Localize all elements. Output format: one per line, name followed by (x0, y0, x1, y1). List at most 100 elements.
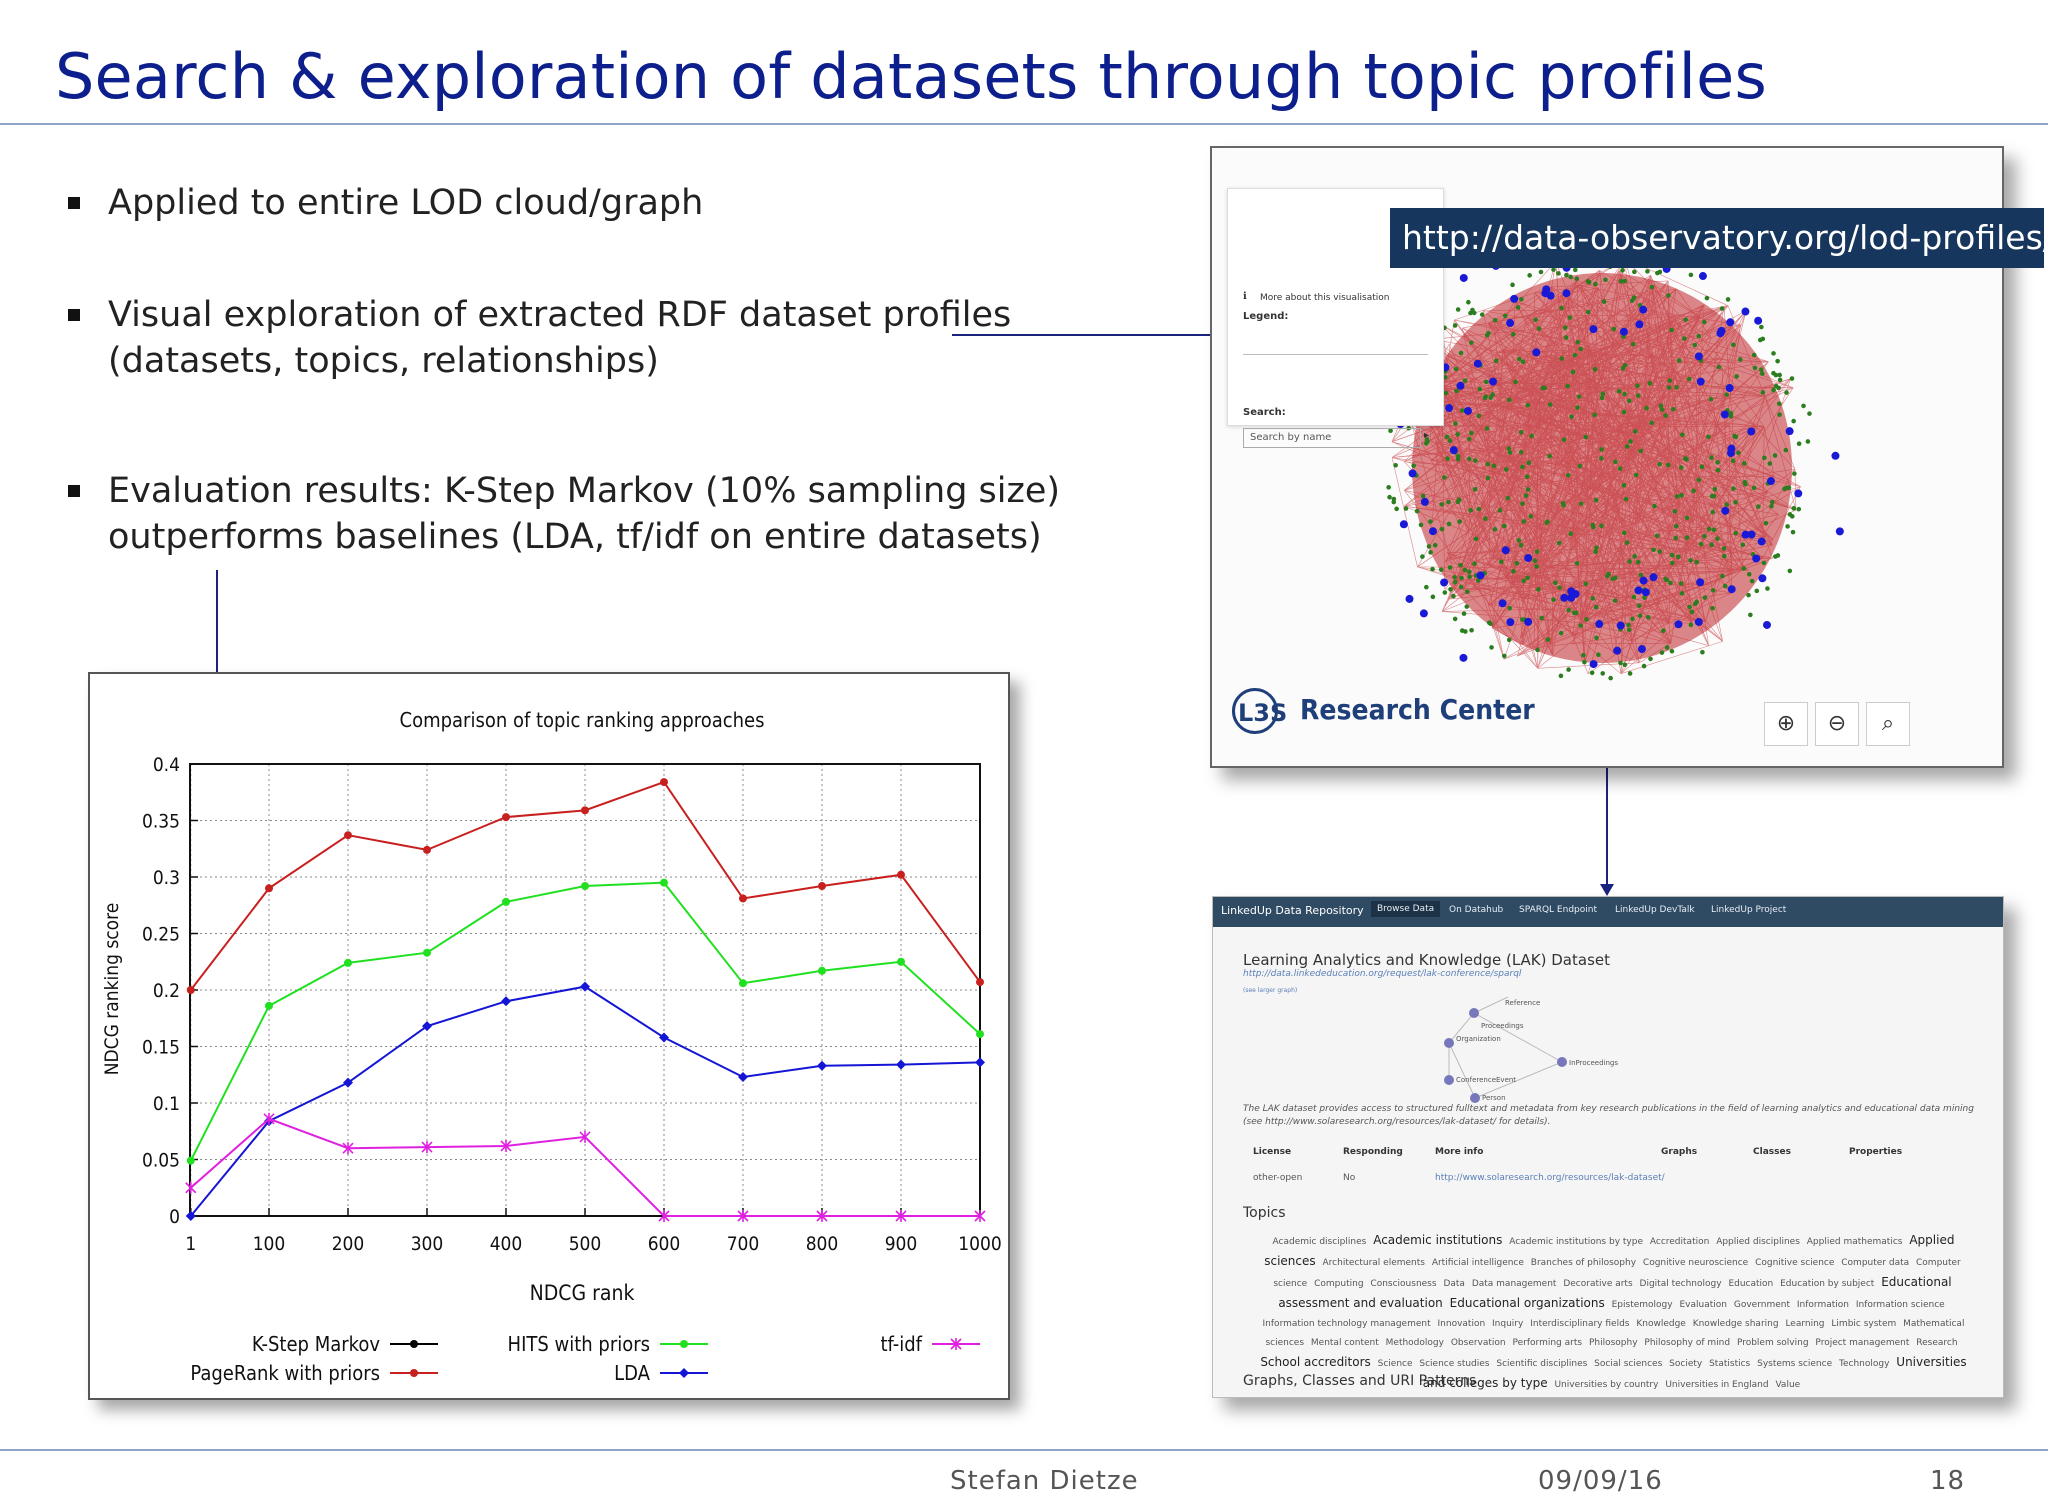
topic-tag[interactable]: Universities by country (1554, 1380, 1659, 1390)
topic-tag[interactable]: Data (1443, 1279, 1465, 1289)
topic-tag[interactable]: Education (1728, 1279, 1774, 1289)
topic-tag[interactable]: Knowledge (1636, 1319, 1686, 1329)
topic-tag[interactable]: Consciousness (1370, 1279, 1437, 1289)
topic-tag[interactable]: Architectural elements (1322, 1258, 1425, 1268)
topic-tag[interactable]: Science studies (1419, 1359, 1490, 1369)
topic-tag[interactable]: Universities and colleges by type (1422, 1355, 1967, 1390)
topic-node (1462, 378, 1468, 383)
topic-tag[interactable]: Cognitive neuroscience (1642, 1258, 1749, 1268)
search-submit-icon[interactable]: ▸ (1424, 430, 1430, 441)
topic-tag[interactable]: Information science (1855, 1300, 1945, 1310)
topic-tag[interactable]: Education by subject (1780, 1279, 1875, 1289)
topic-node (1466, 569, 1472, 575)
topic-tag[interactable]: Technology (1838, 1359, 1890, 1369)
data-point (186, 1156, 195, 1165)
topic-tag[interactable]: Mathematical sciences (1265, 1319, 1965, 1348)
more-info-link[interactable]: http://www.solaresearch.org/resources/la… (1435, 1173, 1665, 1183)
topic-tag[interactable]: Performing arts (1512, 1338, 1583, 1348)
zoom-in-icon[interactable]: ⊕ (1764, 702, 1808, 746)
topic-tag[interactable]: Universities in England (1665, 1380, 1769, 1390)
topic-node (1733, 500, 1738, 505)
topic-tag[interactable]: Interdisciplinary fields (1530, 1319, 1630, 1329)
y-tick-label: 0.4 (153, 754, 180, 776)
topic-tag[interactable]: Knowledge sharing (1692, 1319, 1779, 1329)
nav-sparql-endpoint[interactable]: SPARQL Endpoint (1519, 905, 1597, 915)
search-input[interactable]: Search by name (1243, 428, 1421, 448)
topic-tag[interactable]: Innovation (1437, 1319, 1486, 1329)
topic-tag[interactable]: Data management (1471, 1279, 1557, 1289)
zoom-out-icon[interactable]: ⊖ (1815, 702, 1859, 746)
topic-tag[interactable]: Evaluation (1679, 1300, 1727, 1310)
topic-tag[interactable]: Computer science (1273, 1258, 1961, 1289)
graph-node[interactable] (1470, 1093, 1480, 1103)
topic-tag[interactable]: Epistemology (1611, 1300, 1673, 1310)
x-tick-label: 400 (490, 1233, 523, 1255)
topic-tag[interactable]: Cognitive science (1755, 1258, 1835, 1268)
topic-node (1666, 293, 1671, 298)
topic-tag[interactable]: Learning (1785, 1319, 1825, 1329)
topic-tag[interactable]: Systems science (1757, 1359, 1833, 1369)
topic-tag[interactable]: Science (1377, 1359, 1413, 1369)
topic-tag[interactable]: Philosophy of mind (1644, 1338, 1731, 1348)
topic-node (1676, 358, 1682, 363)
topic-node (1583, 581, 1589, 587)
topic-tag[interactable]: Information technology management (1262, 1319, 1431, 1329)
info-icon[interactable]: ℹ (1243, 291, 1247, 302)
topic-tag[interactable]: School accreditors (1260, 1355, 1371, 1369)
topic-tag[interactable]: Artificial intelligence (1431, 1258, 1524, 1268)
topic-node (1688, 558, 1693, 563)
topic-tag[interactable]: Society (1669, 1359, 1703, 1369)
topic-tag[interactable]: Applied mathematics (1806, 1237, 1903, 1247)
nav-on-datahub[interactable]: On Datahub (1449, 905, 1504, 915)
graph-node[interactable] (1557, 1057, 1567, 1067)
graph-edge (1620, 641, 1723, 674)
topic-tag[interactable]: Educational assessment and evaluation (1278, 1275, 1952, 1310)
topic-tag[interactable]: Accreditation (1649, 1237, 1710, 1247)
nav-brand[interactable]: LinkedUp Data Repository (1221, 904, 1364, 917)
topic-node (1787, 568, 1793, 574)
graph-node[interactable] (1444, 1075, 1454, 1085)
graph-link[interactable]: (see larger graph) (1243, 987, 1298, 994)
topic-tag[interactable]: Inquiry (1492, 1319, 1524, 1329)
nav-devtalk[interactable]: LinkedUp DevTalk (1615, 905, 1695, 915)
topic-tag[interactable]: Observation (1450, 1338, 1506, 1348)
topic-tag[interactable]: Philosophy (1588, 1338, 1638, 1348)
info-link[interactable]: More about this visualisation (1260, 293, 1390, 303)
topic-tag[interactable]: Limbic system (1831, 1319, 1897, 1329)
topic-tag[interactable]: Information (1796, 1300, 1849, 1310)
topic-tag[interactable]: Government (1733, 1300, 1790, 1310)
url-label[interactable]: http://data-observatory.org/lod-profiles… (1390, 208, 2048, 268)
topic-node (1539, 615, 1545, 621)
topic-tag[interactable]: Computer data (1841, 1258, 1910, 1268)
topic-tag[interactable]: Value (1775, 1380, 1801, 1390)
topic-tag[interactable]: Academic institutions (1373, 1233, 1503, 1247)
topic-tag[interactable]: Scientific disciplines (1496, 1359, 1588, 1369)
topic-tag[interactable]: Educational organizations (1449, 1296, 1605, 1310)
topic-tag[interactable]: Applied disciplines (1716, 1237, 1800, 1247)
topic-tag[interactable]: Academic institutions by type (1509, 1237, 1643, 1247)
topic-tag[interactable]: Computing (1314, 1279, 1364, 1289)
nav-browse-data[interactable]: Browse Data (1371, 901, 1441, 917)
topic-node (1566, 473, 1571, 478)
topic-node (1569, 414, 1574, 420)
nav-project[interactable]: LinkedUp Project (1711, 905, 1787, 915)
topic-tag[interactable]: Methodology (1385, 1338, 1444, 1348)
zoom-reset-icon[interactable]: ⌕ (1866, 702, 1910, 746)
topic-tag[interactable]: Problem solving (1736, 1338, 1809, 1348)
graph-node[interactable] (1444, 1038, 1454, 1048)
topic-tag[interactable]: Project management (1815, 1338, 1910, 1348)
topic-tag[interactable]: Branches of philosophy (1530, 1258, 1637, 1268)
topic-tag[interactable]: Academic disciplines (1272, 1237, 1367, 1247)
topic-node (1612, 598, 1618, 603)
dataset-sparql-link[interactable]: http://data.linkededucation.org/request/… (1243, 969, 1522, 979)
topic-tag[interactable]: Social sciences (1594, 1359, 1663, 1369)
topic-tag[interactable]: Research (1916, 1338, 1958, 1348)
topic-tag[interactable]: Mental content (1310, 1338, 1379, 1348)
topic-tag[interactable]: Statistics (1709, 1359, 1751, 1369)
graph-node[interactable] (1469, 1008, 1479, 1018)
topic-tag[interactable]: Applied sciences (1264, 1233, 1955, 1268)
topic-node (1469, 430, 1474, 436)
topic-tag[interactable]: Digital technology (1639, 1279, 1722, 1289)
topic-tag[interactable]: Decorative arts (1563, 1279, 1633, 1289)
topic-node (1678, 465, 1684, 470)
